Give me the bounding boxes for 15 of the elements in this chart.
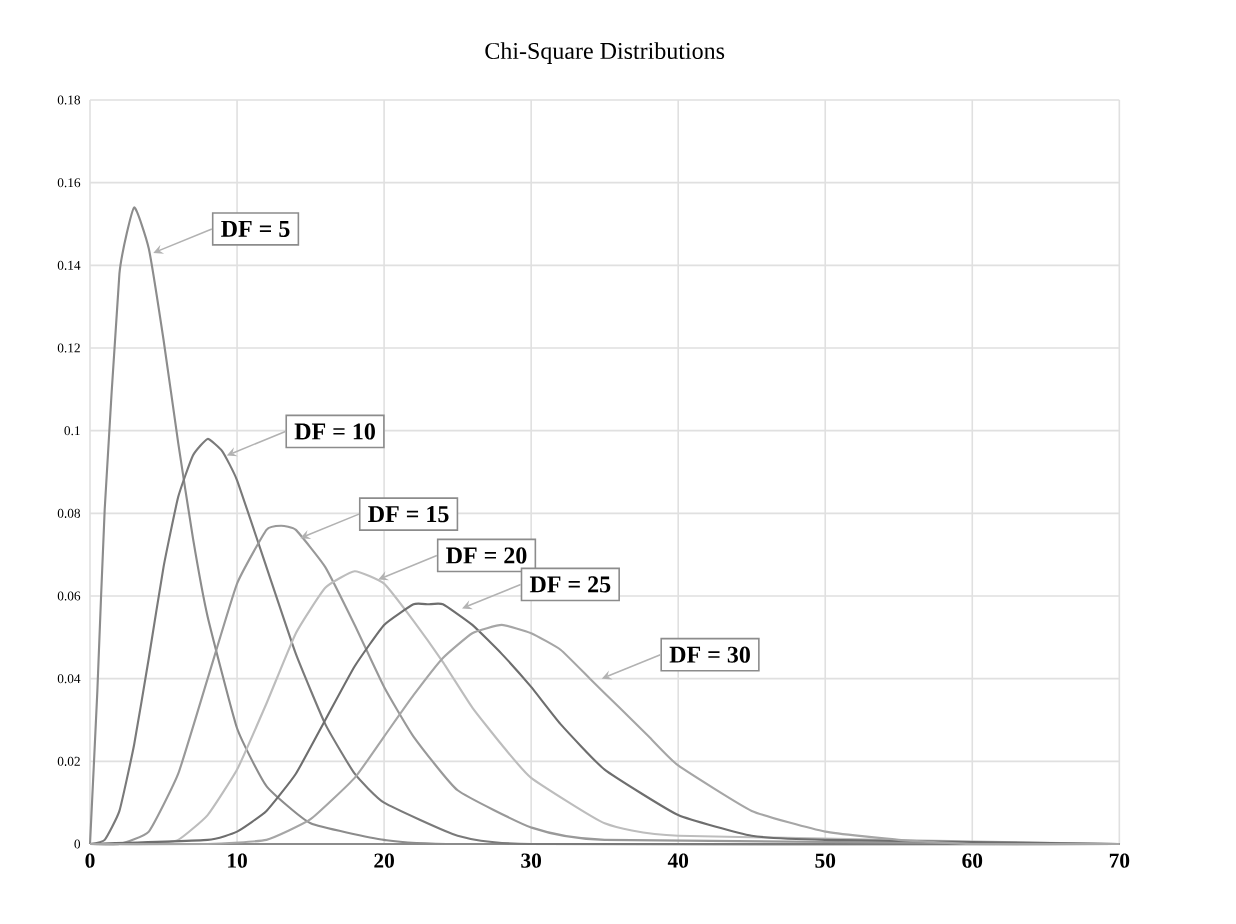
annotation: DF = 15 (368, 506, 449, 523)
annotation: DF = 25 (529, 576, 611, 593)
x-tick-label: 60 (962, 853, 983, 868)
x-tick-label: 40 (667, 853, 689, 868)
annotation: DF = 20 (446, 547, 527, 564)
annotation: DF = 30 (669, 646, 750, 663)
x-tick-label: 20 (374, 853, 394, 868)
annotation: DF = 10 (294, 423, 375, 440)
annotation: DF = 5 (221, 220, 290, 237)
x-tick-label: 0 (85, 853, 95, 868)
x-tick-label: 10 (228, 853, 247, 868)
x-tick-label: 70 (1109, 853, 1130, 868)
chart-title: Chi-Square Distributions (485, 42, 725, 64)
x-tick-label: 30 (521, 853, 542, 868)
x-tick-label: 50 (815, 853, 836, 868)
